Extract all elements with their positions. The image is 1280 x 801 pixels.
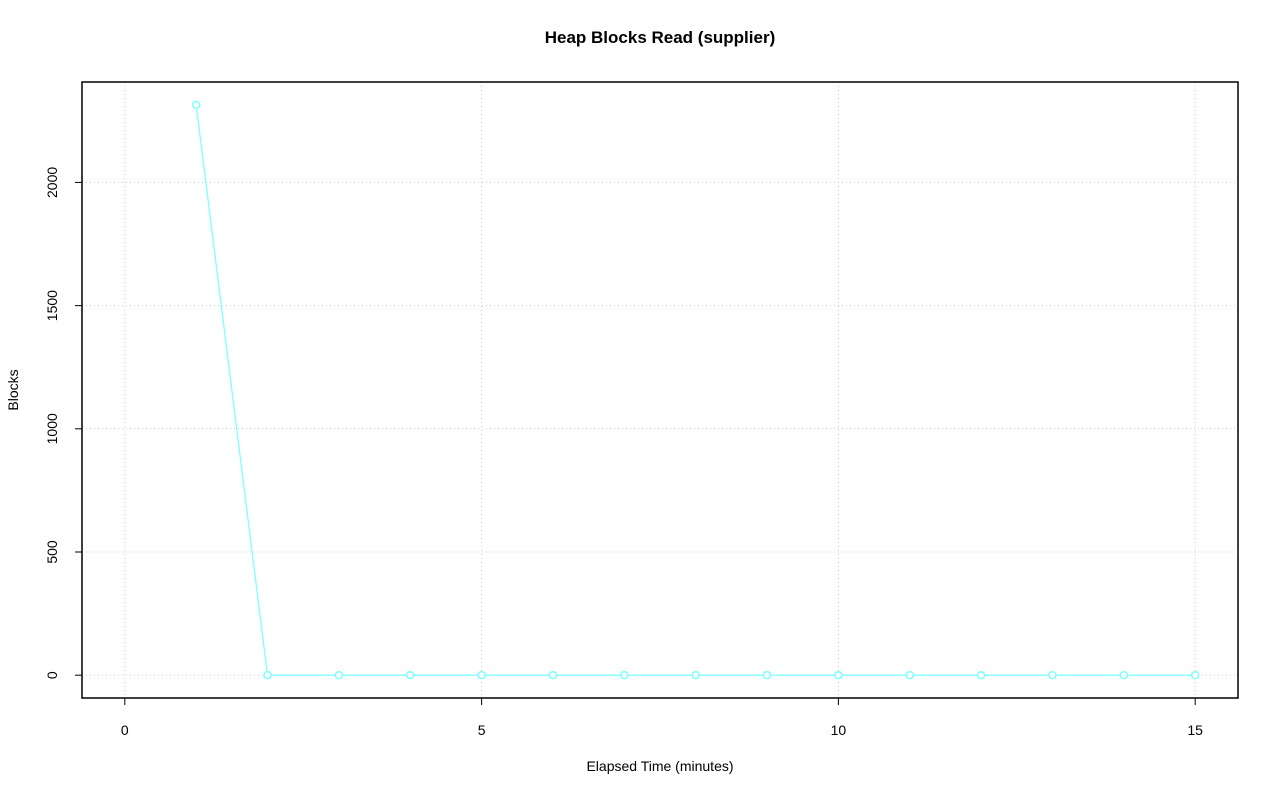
point bbox=[405, 670, 415, 680]
chart-title: Heap Blocks Read (supplier) bbox=[545, 28, 776, 47]
point bbox=[477, 670, 486, 680]
point bbox=[334, 670, 344, 680]
x-tick-label: 0 bbox=[121, 722, 129, 738]
y-tick-label: 0 bbox=[44, 671, 60, 679]
point bbox=[834, 670, 843, 680]
plot-frame bbox=[81, 81, 1239, 699]
x-tick-label: 10 bbox=[831, 722, 847, 738]
point bbox=[1048, 670, 1057, 680]
point bbox=[691, 670, 700, 680]
y-tick-label: 1000 bbox=[44, 413, 60, 444]
series-line bbox=[195, 104, 1196, 676]
y-tick-label: 1500 bbox=[44, 290, 60, 321]
point bbox=[620, 670, 629, 680]
x-axis-label: Elapsed Time (minutes) bbox=[586, 758, 733, 774]
point bbox=[191, 100, 201, 110]
point bbox=[548, 670, 558, 680]
y-axis-label: Blocks bbox=[5, 369, 21, 410]
y-tick-label: 2000 bbox=[44, 167, 60, 198]
point bbox=[263, 670, 272, 680]
point bbox=[976, 670, 986, 680]
y-tick-label: 500 bbox=[44, 540, 60, 564]
x-tick-label: 5 bbox=[478, 722, 486, 738]
x-tick-label: 15 bbox=[1187, 722, 1203, 738]
point bbox=[762, 670, 772, 680]
point bbox=[1190, 670, 1200, 680]
point bbox=[905, 670, 915, 680]
point bbox=[1119, 670, 1129, 680]
